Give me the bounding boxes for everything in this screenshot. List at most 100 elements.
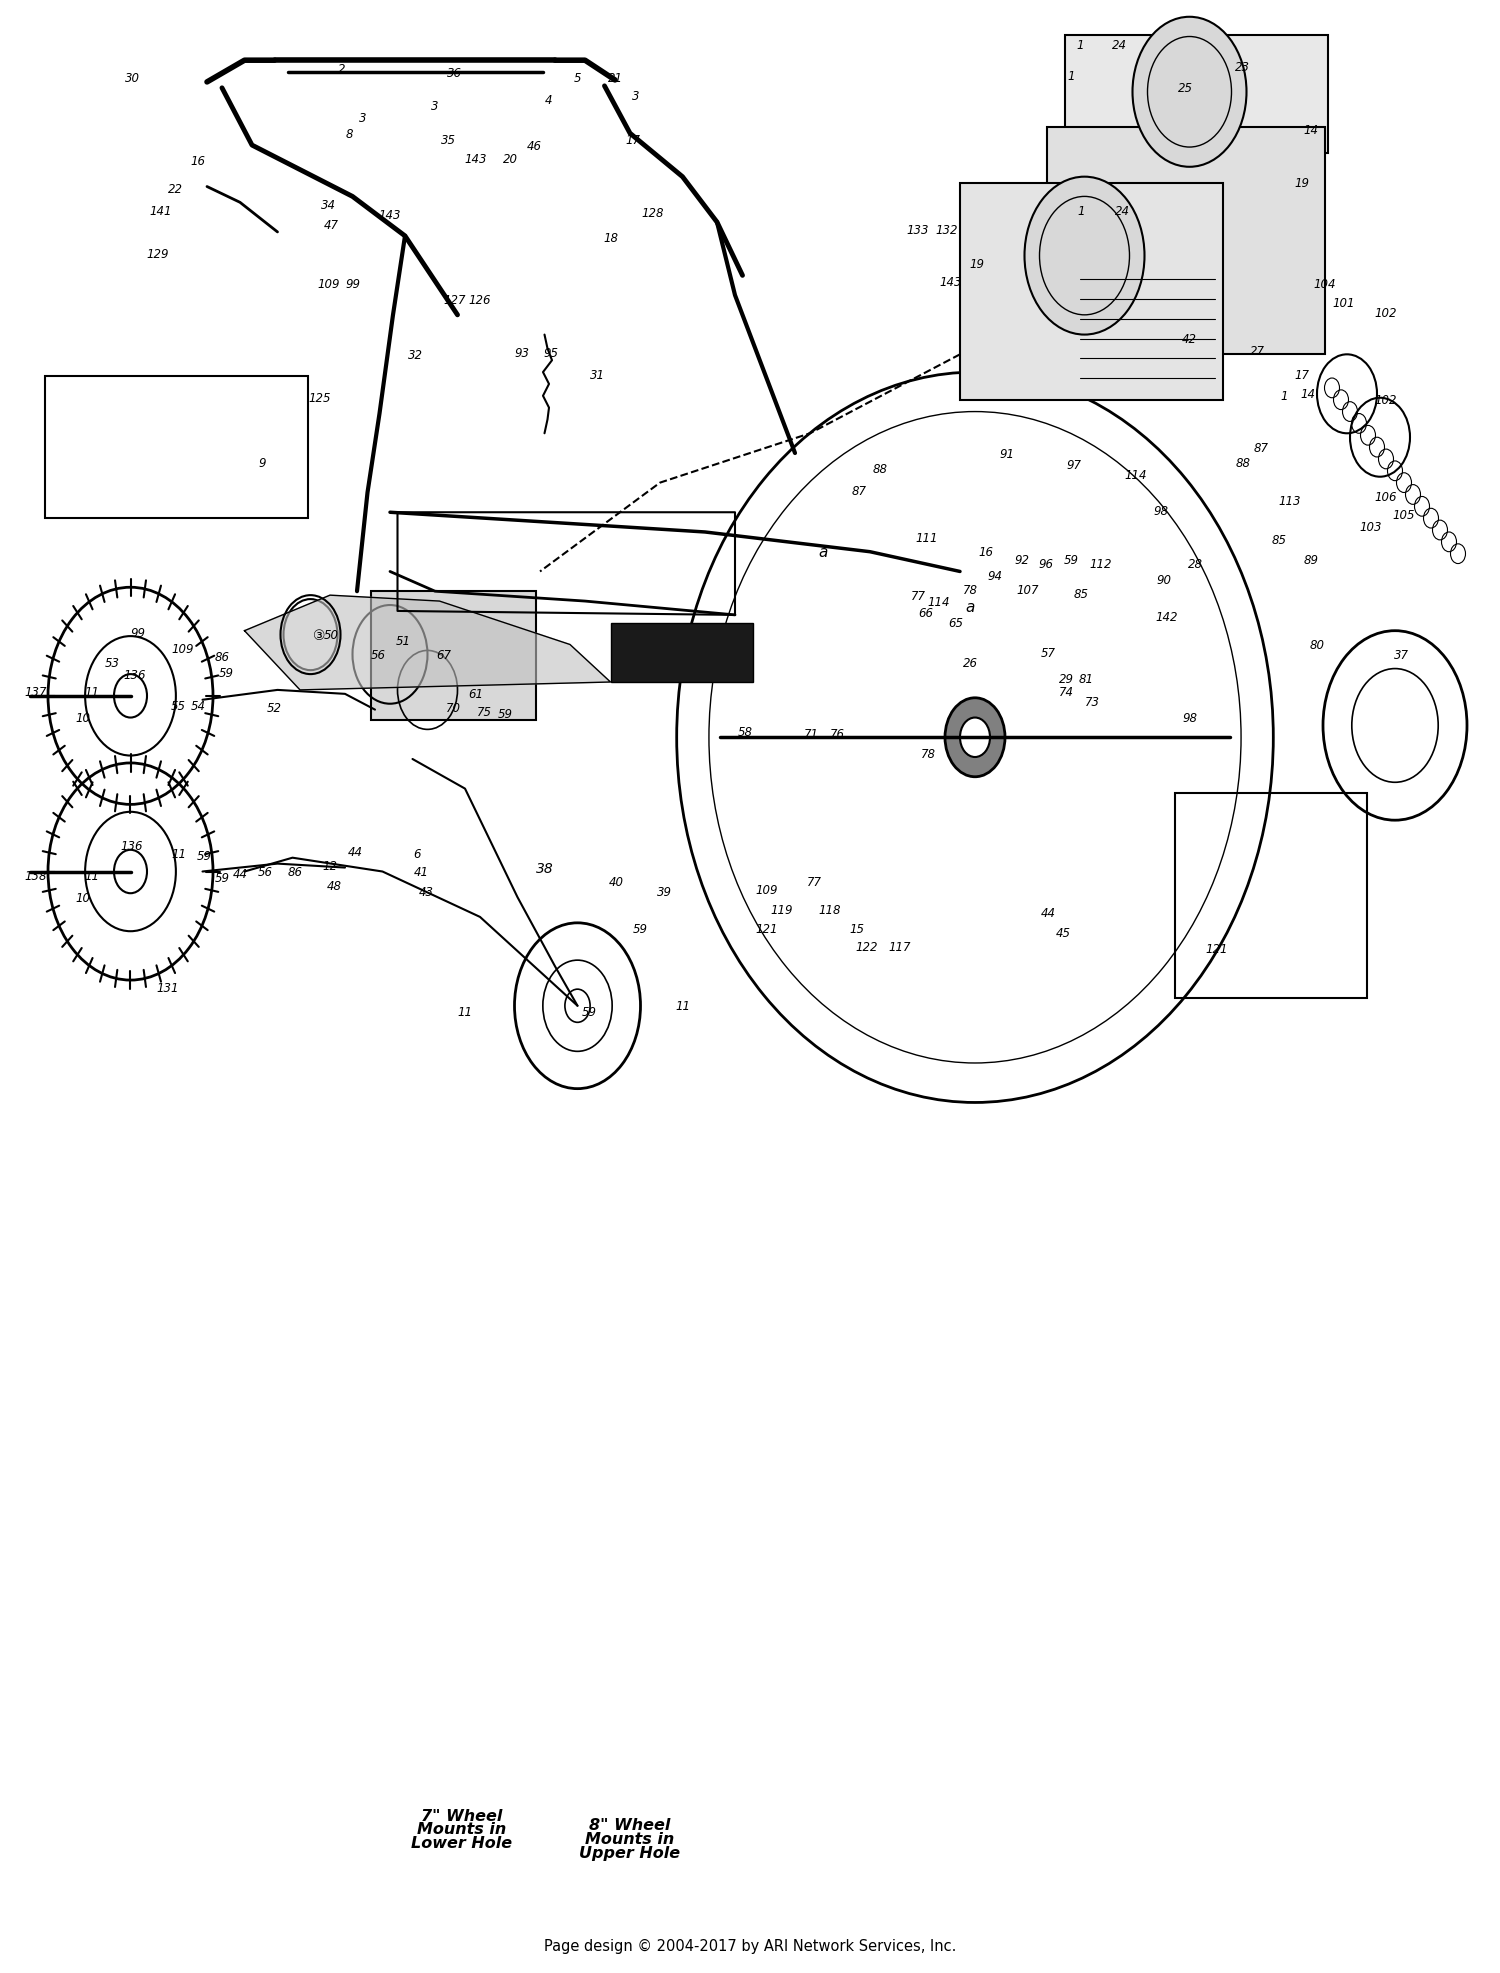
- Text: 70: 70: [446, 702, 460, 714]
- Text: Lower Hole: Lower Hole: [411, 1835, 513, 1851]
- Text: 1: 1: [1077, 39, 1083, 51]
- Text: 66: 66: [918, 608, 933, 620]
- Text: Mounts in: Mounts in: [585, 1831, 675, 1847]
- Text: 132: 132: [936, 225, 957, 237]
- Text: 10: 10: [75, 892, 90, 904]
- Text: 119: 119: [771, 904, 792, 915]
- Text: 118: 118: [819, 904, 842, 915]
- Text: 31: 31: [590, 369, 604, 381]
- Text: 98: 98: [1182, 712, 1197, 724]
- Text: 3: 3: [360, 112, 366, 124]
- Text: 76: 76: [830, 728, 844, 740]
- Text: 87: 87: [852, 485, 867, 497]
- Text: 1: 1: [1077, 205, 1084, 217]
- Text: 2: 2: [339, 63, 345, 75]
- Text: 138: 138: [24, 870, 48, 882]
- Text: 16: 16: [978, 547, 993, 558]
- Text: 21: 21: [608, 73, 622, 85]
- Text: 6: 6: [414, 848, 420, 860]
- Text: 97: 97: [1066, 460, 1082, 472]
- Text: 37: 37: [1394, 649, 1408, 661]
- Text: 141: 141: [148, 205, 171, 217]
- Text: 74: 74: [1059, 687, 1074, 698]
- Text: 67: 67: [436, 649, 451, 661]
- Text: 29: 29: [1059, 673, 1074, 685]
- Text: 8" Wheel: 8" Wheel: [590, 1817, 670, 1833]
- Text: 35: 35: [441, 134, 456, 146]
- Text: 42: 42: [1182, 333, 1197, 345]
- Text: 25: 25: [1178, 83, 1192, 95]
- Text: 14: 14: [1300, 389, 1316, 401]
- Text: 3: 3: [432, 101, 438, 112]
- Text: a: a: [966, 600, 975, 616]
- Text: 73: 73: [1084, 696, 1100, 708]
- Text: 11: 11: [84, 687, 99, 698]
- Text: 95: 95: [543, 347, 558, 359]
- Text: 75: 75: [477, 706, 492, 718]
- Text: 78: 78: [963, 584, 978, 596]
- Text: 136: 136: [123, 669, 147, 681]
- Text: 86: 86: [288, 866, 303, 878]
- Text: 3: 3: [633, 91, 639, 103]
- Text: 126: 126: [468, 294, 492, 306]
- Text: 40: 40: [609, 876, 624, 888]
- Text: 43: 43: [419, 886, 434, 898]
- Text: 56: 56: [370, 649, 386, 661]
- Text: 105: 105: [1392, 509, 1416, 521]
- Text: 113: 113: [1278, 495, 1300, 507]
- Text: 44: 44: [1041, 908, 1056, 919]
- Text: 137: 137: [24, 687, 48, 698]
- Text: 88: 88: [1236, 458, 1251, 470]
- Text: 47: 47: [324, 219, 339, 231]
- Text: 24: 24: [1114, 205, 1130, 217]
- Text: 102: 102: [1374, 308, 1398, 320]
- Text: 129: 129: [147, 249, 168, 260]
- Text: 50: 50: [324, 629, 339, 641]
- FancyBboxPatch shape: [45, 377, 308, 519]
- Text: 11: 11: [171, 848, 186, 860]
- Text: 59: 59: [582, 1006, 597, 1018]
- Text: 39: 39: [657, 886, 672, 898]
- Text: 1: 1: [1068, 71, 1074, 83]
- Text: 93: 93: [514, 347, 529, 359]
- Text: 91: 91: [999, 448, 1014, 460]
- Text: 85: 85: [1272, 535, 1287, 547]
- Text: 80: 80: [1310, 639, 1324, 651]
- Text: 46: 46: [526, 140, 542, 152]
- Text: 26: 26: [963, 657, 978, 669]
- Text: 92: 92: [1014, 554, 1029, 566]
- Text: 54: 54: [190, 700, 206, 712]
- Polygon shape: [244, 596, 610, 691]
- Text: 101: 101: [1332, 298, 1356, 310]
- Text: 17: 17: [1294, 369, 1310, 381]
- Text: 14: 14: [1304, 124, 1318, 136]
- Text: 8: 8: [345, 128, 354, 140]
- Text: 78: 78: [921, 748, 936, 760]
- Text: 65: 65: [948, 618, 963, 629]
- Text: 55: 55: [171, 700, 186, 712]
- Text: 109: 109: [171, 643, 195, 655]
- Text: 131: 131: [156, 983, 180, 994]
- Text: 1: 1: [1280, 391, 1287, 402]
- Circle shape: [960, 718, 990, 758]
- Text: 86: 86: [214, 651, 230, 663]
- Text: 17: 17: [626, 134, 640, 146]
- Text: 57: 57: [1041, 647, 1056, 659]
- Text: 96: 96: [1038, 558, 1053, 570]
- Text: 71: 71: [804, 728, 819, 740]
- Text: 23: 23: [1234, 61, 1250, 73]
- Text: 107: 107: [1017, 584, 1038, 596]
- Text: 59: 59: [196, 850, 211, 862]
- Text: 59: 59: [1064, 554, 1078, 566]
- Text: 103: 103: [1359, 521, 1383, 533]
- Text: 34: 34: [321, 199, 336, 211]
- Text: 11: 11: [84, 870, 99, 882]
- Text: 22: 22: [168, 183, 183, 195]
- FancyBboxPatch shape: [1065, 36, 1328, 154]
- Text: 102: 102: [1374, 395, 1398, 406]
- Circle shape: [1024, 178, 1144, 335]
- Text: 51: 51: [396, 635, 411, 647]
- Text: 27: 27: [1250, 345, 1264, 357]
- Text: 38: 38: [536, 860, 554, 876]
- FancyBboxPatch shape: [370, 592, 536, 720]
